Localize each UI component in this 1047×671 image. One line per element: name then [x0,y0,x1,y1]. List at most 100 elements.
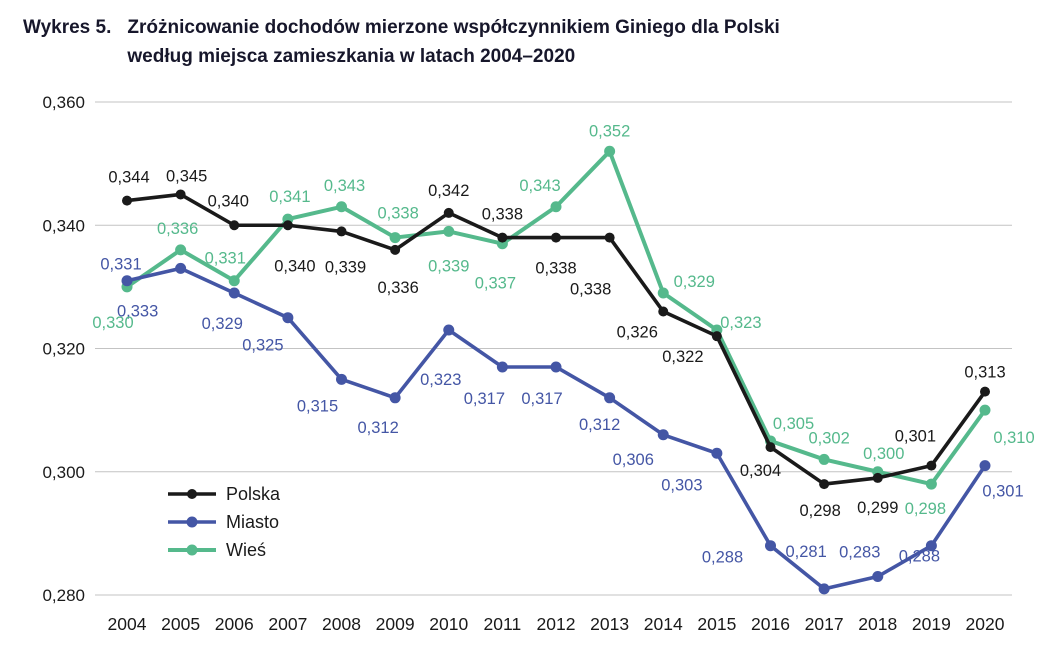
data-point-polska [497,232,508,243]
data-point-wies [604,145,616,157]
data-label-miasto: 0,281 [785,543,826,561]
data-point-wies [228,275,240,287]
data-point-miasto [872,571,884,583]
chart-title-line1: Zróżnicowanie dochodów mierzone współczy… [127,17,780,38]
data-label-polska: 0,342 [428,182,469,200]
data-label-miasto: 0,317 [464,390,505,408]
data-label-wies: 0,343 [324,177,365,195]
series-wies [121,145,991,490]
data-point-wies [175,244,187,256]
data-label-wies: 0,329 [674,273,715,291]
data-point-miasto [979,460,991,472]
data-point-polska [711,331,722,342]
data-label-wies: 0,338 [377,205,418,223]
data-label-miasto: 0,329 [202,315,243,333]
data-label-miasto: 0,333 [117,302,158,320]
data-label-polska: 0,299 [857,499,898,517]
data-label-miasto: 0,317 [521,390,562,408]
x-tick-label: 2004 [108,614,147,634]
data-label-miasto: 0,331 [100,256,141,274]
data-label-wies: 0,305 [773,415,814,433]
data-label-polska: 0,322 [662,348,703,366]
legend: Polska Miasto Wieś [168,484,281,560]
data-label-polska: 0,326 [617,324,658,342]
data-point-wies [818,453,830,465]
data-point-polska [872,472,883,483]
y-tick-label: 0,320 [42,340,85,359]
data-point-miasto [443,324,455,336]
y-tick-label: 0,300 [42,463,85,482]
data-label-wies: 0,331 [205,250,246,268]
data-label-polska: 0,304 [740,462,781,480]
x-tick-label: 2011 [484,614,522,634]
x-tick-label: 2006 [215,614,254,634]
data-point-polska [926,460,937,471]
legend-item-wies: Wieś [168,540,266,560]
data-point-miasto [550,361,562,373]
data-label-miasto: 0,288 [899,548,940,566]
data-point-miasto [389,392,401,404]
data-point-polska [658,306,669,317]
x-tick-label: 2015 [697,614,736,634]
data-label-miasto: 0,325 [242,337,283,355]
legend-marker-polska [187,489,197,499]
data-label-polska: 0,338 [482,206,523,224]
data-label-polska: 0,336 [377,279,418,297]
data-point-miasto [336,373,347,385]
chart-title: Wykres 5. Zróżnicowanie dochodów mierzon… [23,14,780,71]
y-tick-label: 0,280 [42,586,85,605]
data-point-miasto [818,583,830,595]
data-point-polska [122,195,132,206]
data-point-miasto [925,540,937,552]
data-label-wies: 0,310 [993,429,1034,447]
y-tick-label: 0,340 [42,216,85,235]
data-label-miasto: 0,312 [579,416,620,434]
data-label-miasto: 0,303 [661,476,702,494]
data-label-wies: 0,341 [269,188,310,206]
chart-title-label: Wykres 5. [23,17,112,38]
x-tick-label: 2017 [805,614,844,634]
data-point-wies [925,478,937,490]
x-tick-label: 2010 [429,614,468,634]
data-point-polska [229,220,240,231]
data-label-wies: 0,339 [428,257,469,275]
data-label-wies: 0,302 [808,429,849,447]
series-wies-line [125,149,987,487]
x-tick-label: 2018 [858,614,897,634]
data-point-wies [389,232,401,244]
data-label-polska: 0,298 [799,502,840,520]
data-label-miasto: 0,315 [297,397,338,415]
legend-label-miasto: Miasto [226,512,279,532]
data-point-polska [604,232,615,243]
data-point-polska [282,220,293,231]
x-tick-label: 2016 [751,614,790,634]
legend-marker-wies [186,544,198,556]
data-point-miasto [657,429,669,441]
legend-item-miasto: Miasto [168,512,279,532]
data-point-polska [819,479,830,490]
data-point-miasto [175,262,187,274]
chart-title-line2: według miejsca zamieszkania w latach 200… [127,45,576,67]
data-point-miasto [121,275,133,287]
legend-marker-miasto [186,516,198,528]
data-label-polska: 0,340 [208,192,249,210]
data-point-miasto [604,392,616,404]
data-label-wies: 0,298 [905,500,946,518]
data-label-polska: 0,340 [274,257,315,275]
data-label-miasto: 0,283 [839,544,880,562]
data-label-miasto: 0,301 [982,483,1023,501]
x-tick-label: 2007 [268,614,307,634]
data-point-miasto [282,312,294,324]
data-point-miasto [228,287,240,299]
data-label-miasto: 0,306 [613,451,654,469]
series-miasto [121,262,991,595]
data-point-polska [765,442,776,453]
data-label-wies: 0,352 [589,122,630,140]
data-label-wies: 0,300 [863,445,904,463]
data-point-miasto [711,447,723,459]
data-point-polska [443,207,454,218]
x-tick-label: 2005 [161,614,200,634]
legend-label-wies: Wieś [226,540,266,560]
